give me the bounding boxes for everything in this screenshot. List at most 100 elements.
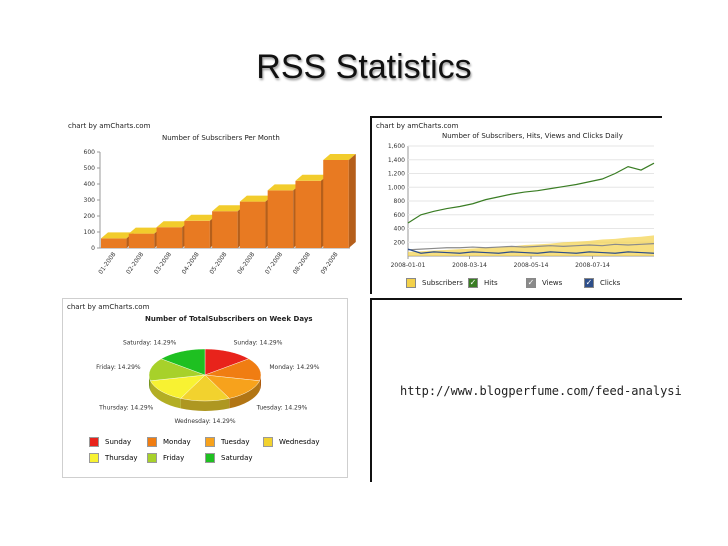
series-line-clicks [407,248,655,254]
legend-checkbox[interactable]: ✓ [468,278,478,288]
bar-top-face [156,221,190,228]
bar-top-face [128,227,162,234]
legend-item-friday[interactable]: Friday [147,453,184,463]
monthly-chart-panel: chart by amCharts.com Number of Subscrib… [64,118,364,294]
chart-title: Number of TotalSubscribers on Week Days [145,315,313,323]
y-tick-label: 1,600 [388,143,405,150]
pie-slice [148,358,206,381]
legend-checkbox[interactable]: ✓ [526,278,536,288]
bar [239,201,266,248]
y-tick-label: 800 [394,198,406,205]
x-tick-label: 2008-05-14 [514,262,549,269]
bar-chart-svg: 0 100 200 300 400 500 600 01-2008 02-2008 03-2008… [84,149,356,276]
pie-slice-side [150,380,181,409]
bar-top-face [101,232,134,239]
legend-label: Clicks [600,279,621,287]
y-tick-label: 600 [394,212,406,219]
x-tick-label: 09-2008 [320,251,340,276]
line-chart-svg: 200 400 600 800 1,000 1,200 1,400 1,600 2008-01-… [388,143,655,269]
pie-slice-side [180,398,230,411]
daily-chart-panel: chart by amCharts.com Number of Subscrib… [370,116,662,294]
pie-slice [150,374,206,399]
series-line-hits [407,162,655,224]
pie-slice-label: Sunday: 14.29% [234,340,283,347]
bar-top-face [323,154,356,160]
chart-credit[interactable]: chart by amCharts.com [67,303,150,311]
bar-side-face [348,154,356,248]
pie-slice-side [229,380,260,409]
chart-title: Number of Subscribers, Hits, Views and C… [442,132,623,140]
series-area-subscribers [408,235,654,256]
pie-slice-label: Wednesday: 14.29% [174,418,235,425]
x-tick-label: 04-2008 [181,251,201,276]
legend-item-wednesday[interactable]: Wednesday [263,437,320,447]
bar-top-face [184,214,217,221]
pie-slice-label: Tuesday: 14.29% [256,404,308,411]
y-tick-label: 300 [84,197,96,204]
bar-top-face [295,174,328,181]
chart-title: Number of Subscribers Per Month [162,134,280,142]
legend-label: Subscribers [422,279,463,287]
legend-item-monday[interactable]: Monday [147,437,191,447]
feed-analysis-link[interactable]: http://www.blogperfume.com/feed-analysis [400,384,682,398]
y-tick-label: 500 [84,165,96,172]
bar [267,190,294,248]
bar [101,238,127,248]
legend-item-subscribers[interactable]: Subscribers [406,278,463,288]
x-tick-label: 05-2008 [208,251,228,276]
bar-top-face [267,184,301,191]
x-tick-label: 02-2008 [125,251,145,276]
legend-item-saturday[interactable]: Saturday [205,453,253,463]
legend-item-clicks[interactable]: ✓ Clicks [584,278,620,288]
x-tick-label: 2008-07-14 [575,262,610,269]
legend-item-tuesday[interactable]: Tuesday [205,437,249,447]
legend-swatch [147,437,157,447]
bar [128,233,155,248]
legend-swatch [89,453,99,463]
legend-label: Wednesday [279,438,320,446]
y-tick-label: 400 [84,181,96,188]
legend-swatch [147,453,157,463]
x-tick-label: 06-2008 [236,251,256,276]
legend-label: Views [542,279,563,287]
pie-chart-svg: Sunday: 14.29% Monday: 14.29% Tuesday: 14.… [96,340,320,425]
pie-slice-side [259,375,261,391]
legend-label: Thursday [105,454,138,462]
y-tick-label: 1,400 [388,157,405,164]
y-tick-label: 200 [394,239,406,246]
legend-item-thursday[interactable]: Thursday [89,453,138,463]
pie-slice-side [149,375,151,391]
legend-item-views[interactable]: ✓ Views [526,278,562,288]
pie-slice [160,348,206,376]
pie-slice-label: Thursday: 14.29% [98,404,154,411]
chart-credit[interactable]: chart by amCharts.com [68,122,151,130]
legend-checkbox[interactable] [406,278,416,288]
legend-swatch [89,437,99,447]
bar-top-face [212,205,245,212]
bar [295,180,321,248]
legend-swatch [263,437,273,447]
pie-slice [204,358,262,381]
x-tick-label: 08-2008 [292,251,312,276]
legend-label: Monday [163,438,191,446]
y-tick-label: 1,000 [388,184,405,191]
bar [156,227,183,248]
legend-checkbox[interactable]: ✓ [584,278,594,288]
bar [212,211,238,248]
x-tick-label: 07-2008 [264,251,284,276]
pie-slice [180,374,230,402]
url-panel: http://www.blogperfume.com/feed-analysis [370,298,682,482]
y-tick-label: 400 [394,226,406,233]
legend-item-hits[interactable]: ✓ Hits [468,278,498,288]
legend-swatch [205,453,215,463]
chart-credit[interactable]: chart by amCharts.com [376,122,459,130]
legend-label: Saturday [221,454,253,462]
legend-label: Hits [484,279,498,287]
y-tick-label: 1,200 [388,171,405,178]
y-tick-label: 0 [91,245,95,252]
x-tick-label: 03-2008 [153,251,173,276]
legend-swatch [205,437,215,447]
legend-item-sunday[interactable]: Sunday [89,437,131,447]
pie-slice-label: Monday: 14.29% [269,364,319,371]
x-tick-label: 01-2008 [97,251,117,276]
